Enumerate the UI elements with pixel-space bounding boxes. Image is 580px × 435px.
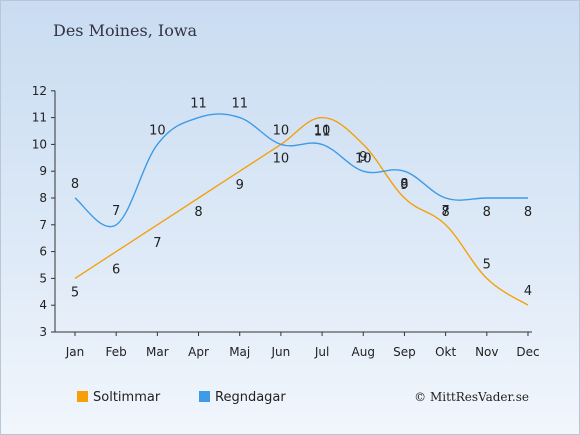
data-label-regndagar: 9 xyxy=(359,150,367,165)
data-label-regndagar: 8 xyxy=(441,205,449,220)
data-label-soltimmar: 5 xyxy=(71,285,79,300)
series-line-soltimmar xyxy=(74,116,529,306)
data-label-soltimmar: 10 xyxy=(355,151,372,166)
data-label-soltimmar: 7 xyxy=(441,204,449,219)
data-label-regndagar: 10 xyxy=(149,123,166,138)
data-label-regndagar: 10 xyxy=(273,151,290,166)
data-label-regndagar: 8 xyxy=(483,205,491,220)
legend-label-regndagar: Regndagar xyxy=(215,390,286,405)
chart-title: Des Moines, Iowa xyxy=(53,21,198,40)
data-label-soltimmar: 5 xyxy=(483,257,491,272)
y-tick-label: 12 xyxy=(32,84,47,98)
y-tick-label: 6 xyxy=(39,245,47,259)
data-label-soltimmar: 4 xyxy=(524,284,532,299)
x-tick-label: Mar xyxy=(146,345,169,359)
x-tick-label: Jul xyxy=(314,345,329,359)
copyright: © MittResVader.se xyxy=(414,390,529,404)
data-label-soltimmar: 10 xyxy=(273,123,290,138)
data-label-soltimmar: 6 xyxy=(112,263,120,278)
x-tick-label: Okt xyxy=(435,345,456,359)
data-label-soltimmar: 7 xyxy=(153,236,161,251)
x-tick-label: Apr xyxy=(188,345,209,359)
data-label-regndagar: 11 xyxy=(190,97,207,112)
data-label-soltimmar: 11 xyxy=(314,125,331,140)
data-label-regndagar: 7 xyxy=(112,204,120,219)
data-label-soltimmar: 8 xyxy=(194,205,202,220)
data-label-regndagar: 10 xyxy=(314,123,331,138)
data-label-soltimmar: 8 xyxy=(400,177,408,192)
legend-swatch-soltimmar xyxy=(77,391,88,402)
x-tick-label: Jan xyxy=(65,345,85,359)
data-label-regndagar: 8 xyxy=(71,177,79,192)
data-label-regndagar: 9 xyxy=(400,178,408,193)
y-tick-label: 11 xyxy=(32,111,47,125)
x-tick-label: Dec xyxy=(516,345,539,359)
y-tick-label: 4 xyxy=(39,298,47,312)
legend-item-soltimmar: Soltimmar xyxy=(77,390,160,405)
x-tick-label: Sep xyxy=(393,345,416,359)
legend-label-soltimmar: Soltimmar xyxy=(93,390,161,405)
x-tick-label: Jun xyxy=(271,345,291,359)
x-tick-label: Aug xyxy=(352,345,375,359)
legend-item-regndagar: Regndagar xyxy=(199,390,286,405)
data-label-regndagar: 8 xyxy=(524,205,532,220)
x-tick-label: Maj xyxy=(229,345,250,359)
x-tick-label: Nov xyxy=(475,345,498,359)
x-tick-label: Feb xyxy=(106,345,127,359)
y-tick-label: 10 xyxy=(32,137,47,151)
series-line-regndagar xyxy=(74,113,528,228)
y-tick-label: 8 xyxy=(39,191,47,205)
y-tick-label: 5 xyxy=(39,271,47,285)
legend-swatch-regndagar xyxy=(199,391,210,402)
y-tick-label: 3 xyxy=(39,325,47,339)
data-label-regndagar: 11 xyxy=(231,97,248,112)
y-tick-label: 7 xyxy=(39,218,47,232)
y-tick-label: 9 xyxy=(39,164,47,178)
data-label-soltimmar: 9 xyxy=(236,178,244,193)
